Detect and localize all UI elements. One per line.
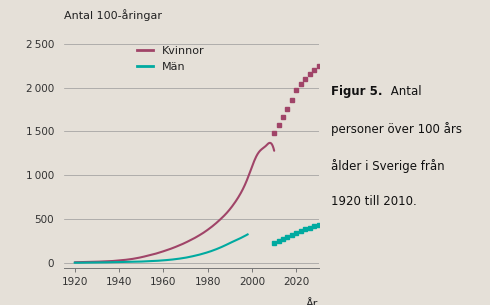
Text: personer över 100 års: personer över 100 års xyxy=(331,122,462,136)
Text: ålder i Sverige från: ålder i Sverige från xyxy=(331,159,444,173)
Text: Antal 100-åringar: Antal 100-åringar xyxy=(64,9,162,21)
Text: År: År xyxy=(306,299,318,305)
Text: Figur 5.: Figur 5. xyxy=(331,85,382,99)
Text: 1920 till 2010.: 1920 till 2010. xyxy=(331,195,416,208)
Legend: Kvinnor, Män: Kvinnor, Män xyxy=(133,41,209,77)
Text: Antal: Antal xyxy=(387,85,422,99)
